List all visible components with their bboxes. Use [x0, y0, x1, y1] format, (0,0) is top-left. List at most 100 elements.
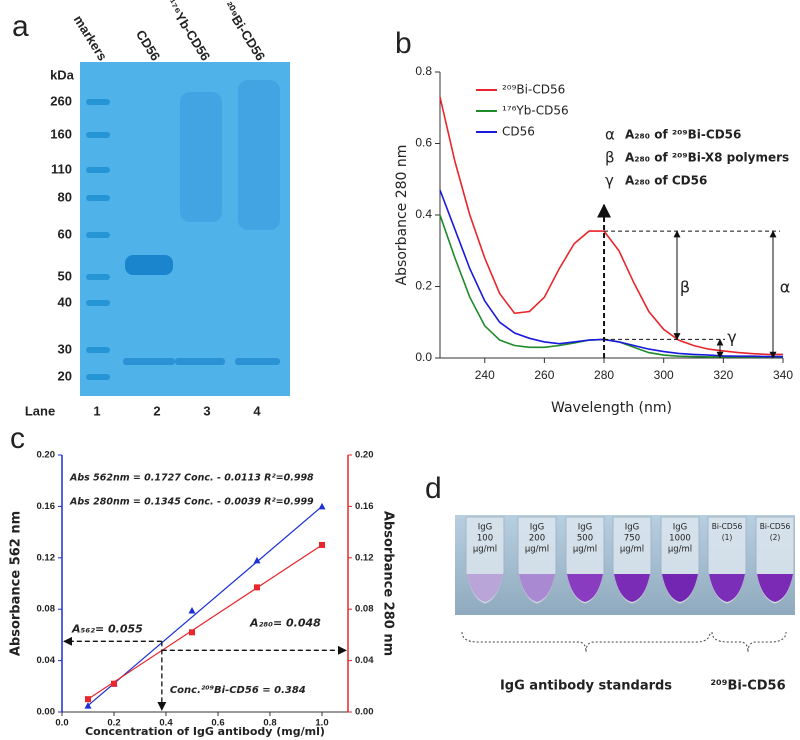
- tube-label: 100: [477, 534, 493, 544]
- tube-label: (2): [770, 533, 781, 542]
- x-tick-label: 240: [475, 368, 495, 382]
- y2-tick-label: 0.16: [355, 501, 374, 512]
- annotation-symbol: β: [605, 149, 615, 167]
- tube-label: IgG: [530, 523, 545, 533]
- point: [188, 606, 196, 614]
- x-tick-label: 0.6: [211, 718, 224, 729]
- liquid: [614, 574, 650, 602]
- point: [189, 629, 195, 636]
- marker-label: 30: [58, 341, 72, 356]
- tube-label: 500: [577, 534, 593, 544]
- light-band: [235, 358, 280, 365]
- point: [253, 556, 261, 564]
- x-tick-label: 260: [534, 368, 554, 382]
- y2-tick-label: 0.00: [355, 707, 374, 718]
- x-tick-label: 300: [654, 368, 674, 382]
- fit-equation: Abs 562nm = 0.1727 Conc. - 0.0113 R²=0.9…: [69, 473, 314, 484]
- x-tick-label: 1.0: [315, 718, 328, 729]
- liquid: [467, 574, 503, 602]
- point: [84, 702, 92, 709]
- y-tick-label: 0.4: [415, 207, 432, 221]
- tube-label: Bi-CD56: [712, 522, 743, 531]
- point: [254, 584, 260, 591]
- legend-label: CD56: [502, 125, 535, 139]
- readout-label: A₅₆₂= 0.055: [71, 622, 143, 635]
- brace: [711, 631, 787, 653]
- series-line: [439, 96, 783, 356]
- tube-label: 750: [624, 534, 640, 544]
- lane-number: 1: [93, 403, 100, 418]
- x-tick-label: 0.8: [263, 718, 276, 729]
- panel-letter: a: [12, 10, 29, 43]
- panel-letter: d: [425, 472, 442, 505]
- lane-label: Lane: [25, 403, 55, 418]
- group-label: IgG antibody standards: [500, 679, 672, 694]
- marker-label: 110: [51, 161, 72, 176]
- series-line: [439, 189, 783, 358]
- group-label: ²⁰⁹Bi-CD56: [710, 679, 785, 694]
- cd56-band: [125, 255, 173, 275]
- y-tick-label: 0.08: [37, 604, 56, 615]
- x-tick-label: 340: [773, 368, 793, 382]
- y2-tick-label: 0.20: [355, 450, 374, 461]
- y-tick-label: 0.6: [415, 136, 432, 150]
- x-tick-label: 0.4: [159, 718, 173, 729]
- lane-number: 2: [153, 403, 160, 418]
- lane-name: ¹⁷⁶Yb-CD56: [164, 0, 214, 63]
- y-tick-label: 0.12: [37, 552, 56, 563]
- tube-label: µg/ml: [620, 545, 644, 555]
- annotation-text: A₂₈₀ of ²⁰⁹Bi-CD56: [625, 128, 741, 142]
- point: [319, 541, 325, 548]
- ladder-band: [86, 232, 110, 238]
- lane-name: markers: [71, 13, 111, 64]
- annotation-symbol: α: [605, 126, 615, 144]
- annotation-text: A₂₈₀ of ²⁰⁹Bi-X8 polymers: [625, 151, 789, 165]
- y-axis-label: Absorbance 280 nm: [394, 145, 410, 286]
- point: [85, 696, 91, 703]
- fit-equation: Abs 280nm = 0.1345 Conc. - 0.0039 R²=0.9…: [69, 497, 314, 508]
- ladder-band: [86, 374, 110, 380]
- x-axis-label: Concentration of IgG antibody (mg/ml): [85, 725, 325, 738]
- tube-label: Bi-CD56: [760, 522, 791, 531]
- tube-label: µg/ml: [668, 545, 692, 555]
- light-band: [123, 358, 175, 365]
- ladder-band: [86, 132, 110, 138]
- measure-symbol: γ: [727, 328, 736, 347]
- annotation-symbol: γ: [605, 172, 614, 190]
- panel-letter: b: [395, 27, 412, 60]
- y-tick-label: 0.00: [37, 707, 56, 718]
- point: [111, 680, 117, 687]
- fit-line: [87, 544, 323, 700]
- smear: [180, 92, 222, 222]
- brace: [461, 631, 711, 653]
- y-tick-label: 0.8: [415, 64, 432, 78]
- point: [318, 502, 326, 510]
- tube-label: 200: [529, 534, 545, 544]
- legend-label: ¹⁷⁶Yb-CD56: [502, 104, 569, 118]
- x-tick-label: 320: [713, 368, 733, 382]
- tube-label: µg/ml: [573, 545, 597, 555]
- marker-label: 160: [50, 126, 72, 141]
- marker-label: 20: [58, 368, 72, 383]
- marker-label: 50: [58, 268, 72, 283]
- x-tick-label: 0.2: [107, 718, 120, 729]
- x-tick-label: 0.0: [55, 718, 68, 729]
- unit-label: kDa: [50, 67, 75, 82]
- ladder-band: [86, 195, 110, 201]
- liquid: [709, 574, 745, 602]
- ladder-band: [86, 300, 110, 306]
- y-tick-label: 0.0: [415, 350, 432, 364]
- ladder-band: [86, 347, 110, 353]
- marker-label: 260: [50, 93, 72, 108]
- y-tick-label: 0.20: [37, 450, 56, 461]
- measure-symbol: β: [680, 278, 690, 297]
- marker-label: 40: [58, 294, 72, 309]
- lane-number: 4: [253, 403, 261, 418]
- tube-label: IgG: [625, 523, 640, 533]
- y2-tick-label: 0.12: [355, 552, 374, 563]
- readout-label: Conc.²⁰⁹Bi-CD56 = 0.384: [170, 685, 306, 696]
- lane-name: CD56: [133, 27, 163, 63]
- liquid: [519, 574, 555, 602]
- y-tick-label: 0.16: [37, 501, 56, 512]
